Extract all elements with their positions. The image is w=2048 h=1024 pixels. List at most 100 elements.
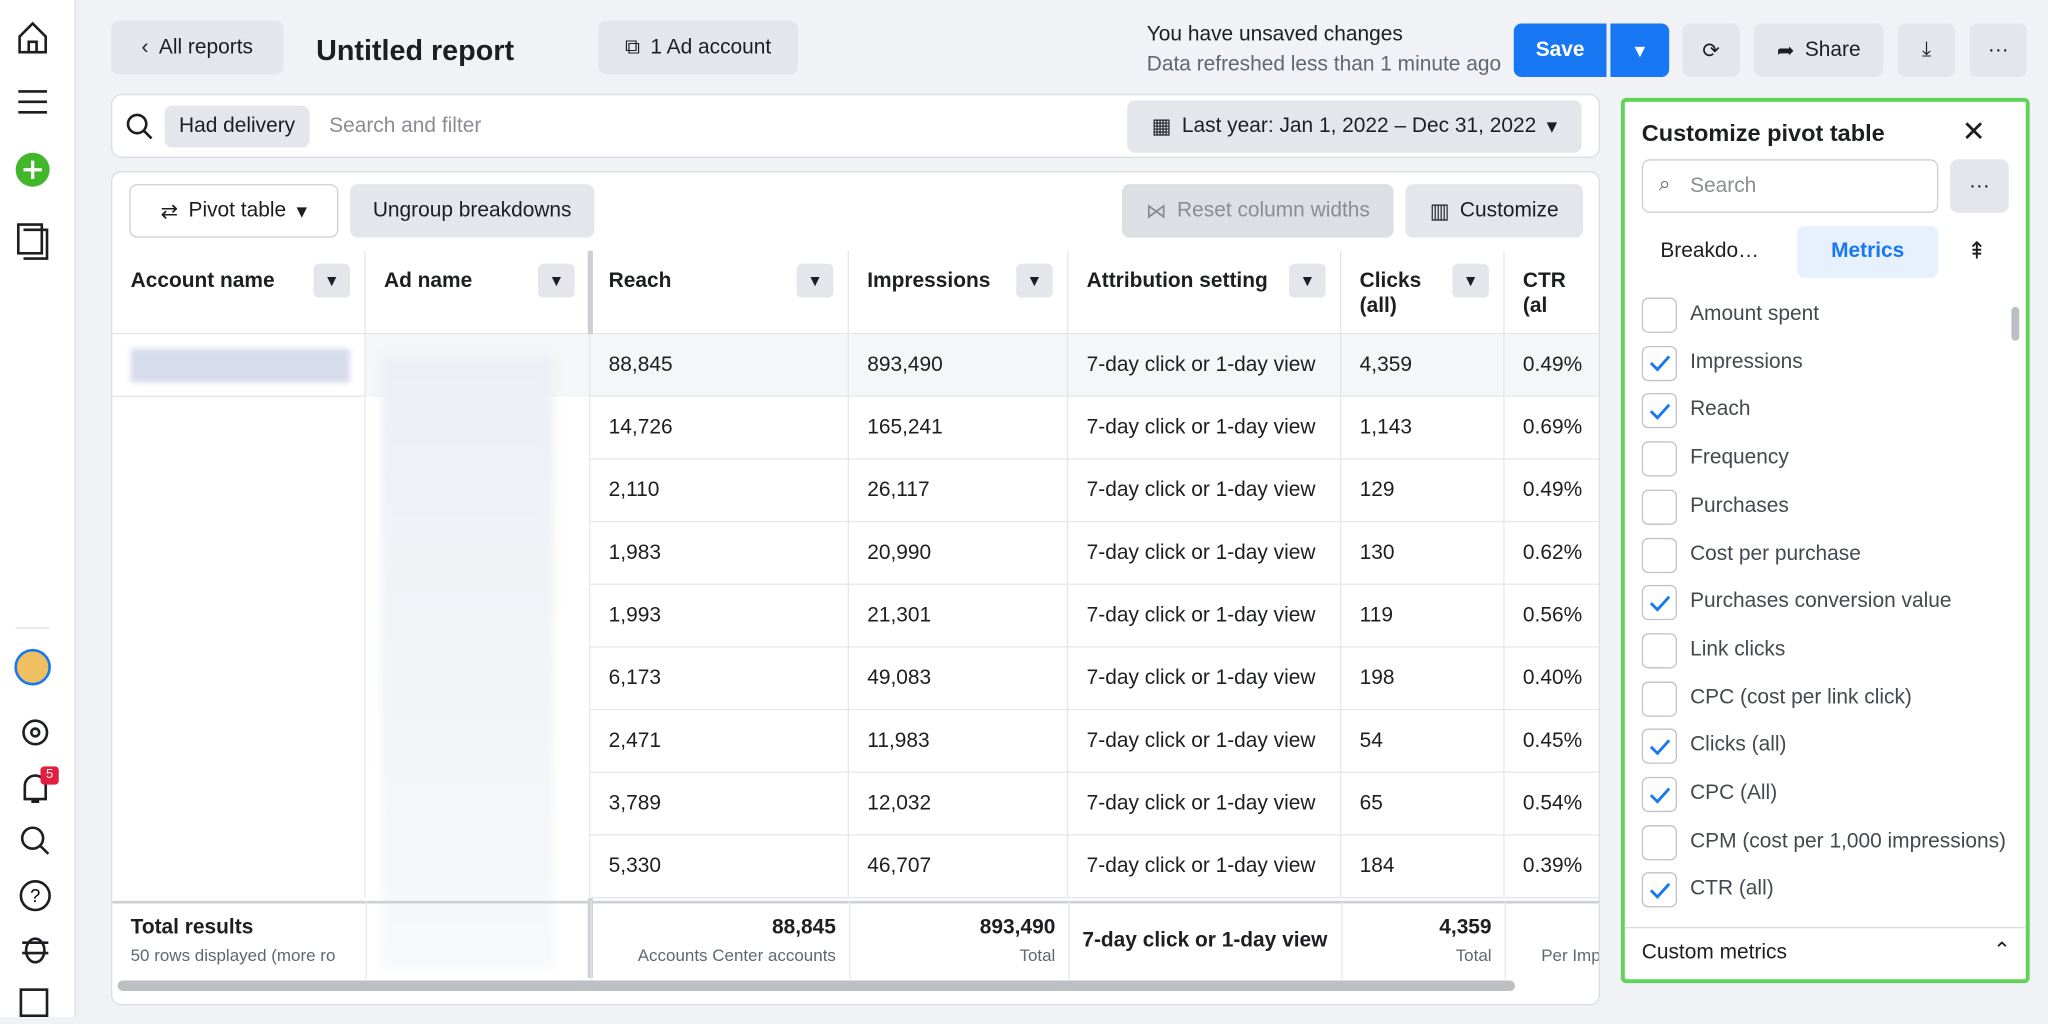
metric-label[interactable]: Link clicks: [1690, 638, 1786, 661]
totals-row: [112, 900, 1599, 904]
checkbox[interactable]: [1641, 872, 1678, 908]
panel-title: Customize pivot table: [1641, 120, 1885, 147]
metric-label[interactable]: Frequency: [1690, 446, 1789, 469]
data-cell: 893,490: [848, 334, 1069, 397]
checkbox[interactable]: [1641, 393, 1678, 429]
checkbox[interactable]: [1641, 585, 1678, 621]
collapse-icon[interactable]: ⌃: [1993, 940, 2011, 963]
customize-button[interactable]: ▥ Customize: [1405, 184, 1583, 238]
close-button[interactable]: ✕: [1961, 114, 1986, 148]
panel-more[interactable]: ···: [1950, 159, 2009, 213]
total-sub: Per Imp: [1541, 945, 1600, 965]
data-cell: 130: [1341, 522, 1505, 585]
checkbox[interactable]: [1641, 728, 1678, 765]
checkbox[interactable]: [1641, 824, 1678, 860]
list-scrollbar[interactable]: [2011, 306, 2020, 341]
filter-chip[interactable]: Had delivery: [164, 105, 310, 148]
account-cell: [112, 647, 366, 711]
customize-panel: Customize pivot table ✕ ⌕ Search ··· Brea…: [1620, 97, 2030, 984]
date-picker[interactable]: ▦ Last year: Jan 1, 2022 – Dec 31, 2022 ▾: [1127, 100, 1582, 153]
panel-search-placeholder: Search: [1690, 174, 1757, 198]
column-menu[interactable]: ▼: [538, 263, 575, 298]
metric-label[interactable]: CTR (all): [1690, 877, 1774, 901]
horizontal-scrollbar[interactable]: [117, 980, 1516, 991]
column-menu[interactable]: ▼: [796, 263, 834, 298]
ungroup-button[interactable]: Ungroup breakdowns: [350, 184, 595, 238]
data-cell: 20,990: [848, 522, 1069, 585]
save-dropdown[interactable]: ▾: [1610, 23, 1670, 78]
redacted-ad-names: [381, 355, 554, 969]
total-sub: Total: [1455, 945, 1492, 965]
data-cell: 0.69%: [1504, 396, 1599, 460]
data-cell: 26,117: [848, 459, 1069, 523]
filter-bar: Had delivery Search and filter ▦ Last yea…: [111, 94, 1600, 158]
divider: [1624, 926, 2026, 929]
metric-label[interactable]: Purchases: [1690, 494, 1789, 517]
data-cell: 198: [1341, 647, 1505, 711]
checkbox[interactable]: [1641, 345, 1678, 381]
data-cell: 184: [1341, 835, 1505, 899]
column-menu[interactable]: ▼: [1016, 263, 1053, 298]
svg-text:?: ?: [30, 885, 40, 906]
side-nav: ? 5: [0, 0, 76, 1018]
data-cell: 12,032: [848, 772, 1069, 836]
total-sub: Accounts Center accounts: [637, 945, 836, 965]
data-cell: 0.56%: [1504, 584, 1599, 648]
more-button[interactable]: ···: [1969, 23, 2028, 78]
tab-breakdowns[interactable]: Breakdo…: [1660, 240, 1760, 263]
checkbox[interactable]: [1641, 537, 1678, 573]
metric-label[interactable]: CPM (cost per 1,000 impressions): [1690, 829, 2006, 853]
checkbox[interactable]: [1641, 441, 1678, 477]
checkbox[interactable]: [1641, 776, 1678, 813]
data-cell: 0.62%: [1504, 522, 1599, 585]
refresh-button[interactable]: ⟳: [1682, 23, 1740, 78]
data-cell: 0.54%: [1504, 772, 1599, 836]
panel-search[interactable]: ⌕ Search: [1641, 159, 1939, 213]
account-button[interactable]: ⧉ 1 Ad account: [598, 20, 799, 75]
metric-label[interactable]: Reach: [1690, 398, 1751, 421]
column-header: Impressions: [848, 250, 1069, 335]
sort-icon[interactable]: ⇞: [1966, 237, 1987, 264]
back-button[interactable]: ‹ All reports: [111, 20, 284, 75]
metric-label[interactable]: Cost per purchase: [1690, 542, 1861, 565]
view-select[interactable]: ⇄ Pivot table ▾: [129, 184, 339, 238]
checkbox[interactable]: [1641, 297, 1678, 333]
account-label: 1 Ad account: [650, 35, 772, 59]
date-label: Last year: Jan 1, 2022 – Dec 31, 2022: [1181, 114, 1537, 138]
column-menu[interactable]: ▼: [313, 263, 351, 298]
metric-label[interactable]: Impressions: [1690, 350, 1803, 373]
metric-label[interactable]: Clicks (all): [1690, 734, 1787, 757]
checkmark: [1649, 403, 1670, 420]
column-header: Clicks (all): [1341, 250, 1505, 335]
checkbox[interactable]: [1641, 489, 1678, 525]
save-button[interactable]: Save: [1513, 23, 1607, 78]
checkbox[interactable]: [1641, 633, 1678, 669]
data-cell: 14,726: [590, 396, 849, 460]
report-title: Untitled report: [316, 33, 515, 67]
total-sub: Total: [1019, 945, 1056, 965]
tab-metrics[interactable]: Metrics: [1797, 225, 1939, 279]
pivot-table: Account name ▼ Ad name ▼ Reach ▼ Impressions ▼ A…: [112, 250, 1600, 980]
column-menu[interactable]: ▼: [1289, 263, 1326, 298]
data-cell: 0.49%: [1504, 334, 1599, 397]
checkbox[interactable]: [1641, 680, 1678, 717]
customize-label: Customize: [1459, 199, 1559, 222]
metric-label[interactable]: Amount spent: [1690, 302, 1820, 326]
column-menu[interactable]: ▼: [1452, 263, 1489, 298]
column-header: Account name: [112, 250, 366, 335]
reset-widths-button[interactable]: ⋈ Reset column widths: [1121, 184, 1394, 238]
data-cell: 7-day click or 1-day view: [1068, 710, 1342, 773]
data-cell: 21,301: [848, 584, 1069, 648]
share-button[interactable]: ➦ Share: [1754, 23, 1884, 78]
account-cell: [112, 710, 366, 773]
metric-label[interactable]: Purchases conversion value: [1690, 590, 1952, 613]
data-cell: 7-day click or 1-day view: [1068, 459, 1342, 523]
data-cell: 7-day click or 1-day view: [1068, 584, 1342, 648]
metric-label[interactable]: CPC (All): [1690, 782, 1778, 805]
metric-label[interactable]: CPC (cost per link click): [1690, 686, 1912, 709]
data-cell: 6,173: [590, 647, 849, 711]
download-button[interactable]: ⤓: [1897, 23, 1956, 78]
filter-search[interactable]: Search and filter: [329, 114, 482, 138]
checkmark: [1649, 355, 1670, 372]
